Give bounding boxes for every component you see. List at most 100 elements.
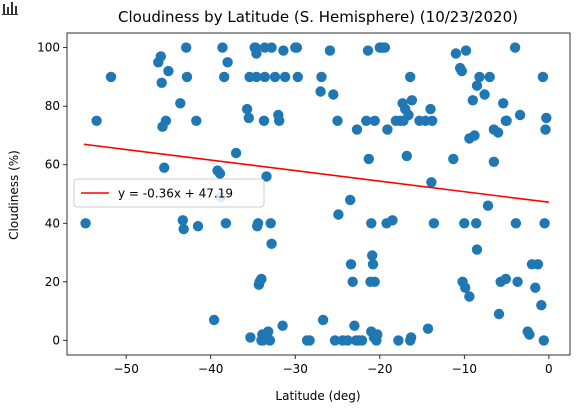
data-point [512,276,523,287]
data-point [252,218,264,229]
data-point [541,112,552,124]
data-point [163,65,174,77]
data-point [510,218,522,229]
data-point [222,57,233,68]
data-point [332,115,343,127]
data-point [488,156,500,167]
data-point [258,115,270,127]
data-point [347,276,358,287]
data-point [471,80,483,91]
x-tick-label: −40 [198,362,223,376]
data-point [256,273,267,285]
data-point [315,86,326,97]
y-axis-label: Cloudiness (%) [7,150,21,240]
data-point [351,124,363,135]
data-point [367,259,379,270]
data-point [532,259,544,270]
data-point [456,65,467,77]
plot-frame [66,32,571,356]
data-point [241,103,253,115]
data-point [277,320,288,331]
data-point [479,89,490,100]
data-point [214,168,226,179]
data-point [304,335,315,346]
legend-label: y = -0.36x + 47.19 [118,187,233,201]
data-point [259,71,270,83]
data-point [245,332,256,343]
data-point [405,71,416,83]
data-point [333,209,344,220]
data-point [181,71,193,83]
data-point [406,95,418,106]
data-point [251,48,262,59]
x-axis: −50 −40 −30 −20 −10 0 [114,355,553,376]
data-point [156,77,167,89]
data-point [80,218,91,229]
x-tick-label: 0 [545,362,553,376]
x-tick-label: −10 [452,362,477,376]
data-point [460,45,472,56]
data-point [379,42,391,53]
data-point [91,115,102,127]
data-point [369,115,380,127]
data-point [217,42,228,53]
data-point [428,218,440,229]
data-point [448,153,459,165]
data-point [342,335,353,346]
data-point [387,215,398,226]
y-tick-label: 100 [37,41,60,55]
data-point [177,215,188,226]
data-point [459,218,470,229]
data-point [536,300,547,311]
data-points [80,42,552,346]
data-point [509,42,521,53]
data-point [467,95,478,106]
data-point [230,147,242,159]
data-point [363,153,374,165]
data-point [345,259,357,270]
data-point [263,326,274,337]
data-point [427,115,438,127]
x-tick-label: −30 [283,362,308,376]
data-point [538,335,549,346]
bar-chart-icon[interactable] [1,1,19,15]
data-point [501,115,512,127]
regression-line [83,143,549,204]
data-point [514,109,526,121]
data-point [372,329,383,340]
data-point [469,130,480,141]
data-point [291,42,303,53]
data-point [181,42,192,53]
data-point [105,71,117,83]
data-point [367,250,378,261]
data-point [279,71,291,83]
data-point [482,200,494,211]
data-point [251,71,262,83]
y-tick-label: 20 [45,275,60,289]
y-tick-label: 40 [45,216,60,230]
data-point [401,150,412,162]
data-point [160,115,172,127]
x-tick-label: −50 [114,362,139,376]
data-point [450,48,462,59]
data-point [493,308,505,320]
data-point [178,223,189,235]
data-point [175,98,186,109]
data-point [159,162,170,173]
data-point [266,42,277,53]
data-point [471,218,482,229]
data-point [524,329,535,340]
data-point [492,127,504,138]
y-tick-label: 60 [45,158,60,172]
x-axis-label: Latitude (deg) [275,389,360,403]
data-point [361,115,372,127]
y-tick-label: 80 [45,99,60,113]
data-point [243,112,254,124]
data-point [292,71,303,83]
legend: y = -0.36x + 47.19 [73,178,265,208]
data-point [208,314,220,326]
data-point [345,194,356,206]
data-point [278,45,289,56]
data-point [539,218,550,229]
